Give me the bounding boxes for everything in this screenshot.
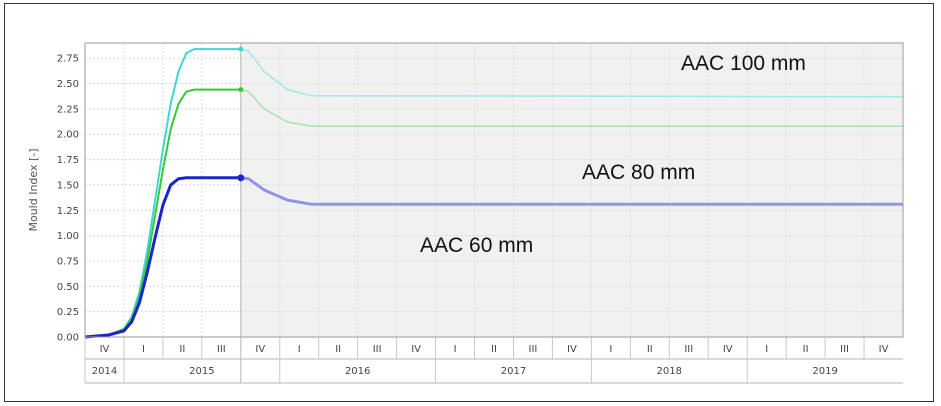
quarter-tick-label: II [803, 344, 809, 355]
year-tick-label: 2019 [812, 366, 837, 377]
quarter-tick-label: III [684, 344, 693, 355]
plot-area-projection [240, 43, 904, 337]
year-tick-label: 2018 [657, 366, 682, 377]
annotation-aac-60: AAC 60 mm [420, 234, 533, 257]
y-tick-label: 2.75 [57, 54, 79, 65]
y-axis-label: Mould Index [-] [27, 148, 40, 231]
quarter-tick-label: I [609, 344, 612, 355]
plot-border [84, 42, 904, 338]
annotation-aac-80: AAC 80 mm [582, 161, 695, 184]
y-tick-label: 0.50 [57, 282, 79, 293]
quarter-tick-label: I [298, 344, 301, 355]
quarter-tick-label: II [647, 344, 653, 355]
series-end-marker-1 [238, 46, 244, 52]
y-tick-label: 0.25 [57, 307, 79, 318]
y-tick-label: 1.00 [57, 231, 79, 242]
year-tick-label: 2014 [92, 366, 117, 377]
y-tick-label: 1.25 [57, 206, 79, 217]
quarter-tick-label: III [529, 344, 538, 355]
quarter-tick-label: IV [567, 344, 577, 355]
series-line-2-projection [240, 88, 903, 127]
quarter-tick-label: II [179, 344, 185, 355]
quarter-tick-label: IV [255, 344, 265, 355]
quarter-tick-label: I [142, 344, 145, 355]
y-tick-label: 2.25 [57, 104, 79, 115]
series-line-3-projection [240, 176, 903, 206]
quarter-tick-label: III [217, 344, 226, 355]
year-tick-label: 2016 [345, 366, 370, 377]
quarter-tick-label: IV [723, 344, 733, 355]
quarter-tick-label: II [335, 344, 341, 355]
y-tick-label: 1.50 [57, 180, 79, 191]
mould-index-chart: 0.00 0.25 0.50 0.75 1.00 1.25 1.50 1.75 2.00 2.25… [27, 42, 904, 384]
y-tick-label: 0.00 [57, 333, 79, 344]
series-end-marker-2 [238, 87, 244, 93]
quarter-tick-label: IV [100, 344, 110, 355]
quarter-tick-label: IV [879, 344, 889, 355]
y-tick-label: 1.75 [57, 155, 79, 166]
series-end-marker-3 [237, 174, 245, 182]
annotation-aac-100: AAC 100 mm [681, 52, 806, 75]
quarter-tick-label: I [765, 344, 768, 355]
quarter-tick-label: III [840, 344, 849, 355]
year-tick-label: 2017 [501, 366, 526, 377]
quarter-tick-label: IV [411, 344, 421, 355]
y-tick-label: 2.50 [57, 79, 79, 90]
series-line-3-simulated [84, 176, 241, 339]
quarter-tick-label: II [491, 344, 497, 355]
y-tick-label: 0.75 [57, 256, 79, 267]
year-tick-label: 2015 [189, 366, 214, 377]
quarter-tick-label: I [454, 344, 457, 355]
y-tick-label: 2.00 [57, 130, 79, 141]
quarter-tick-label: III [373, 344, 382, 355]
chart-frame: 0.00 0.25 0.50 0.75 1.00 1.25 1.50 1.75 2.00 2.25… [4, 3, 934, 402]
series-line-1-projection [240, 48, 904, 98]
